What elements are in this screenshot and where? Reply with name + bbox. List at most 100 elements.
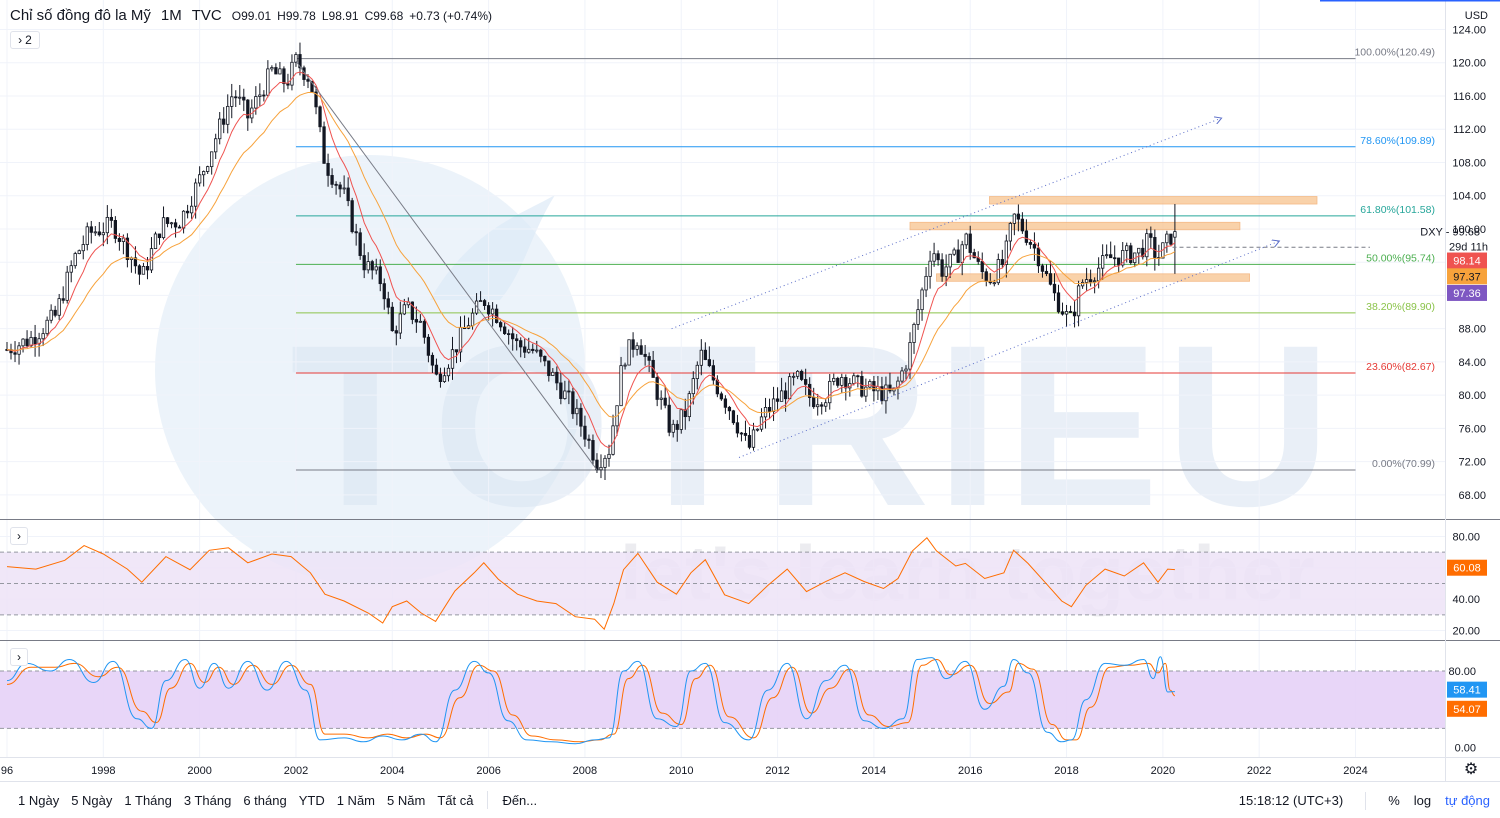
countdown-label: 29d 11h bbox=[1449, 241, 1488, 253]
resistance-zone bbox=[989, 196, 1318, 205]
candle-down bbox=[354, 231, 358, 234]
chart-canvas[interactable]: TOTRIEUlet's learn together 100.00%(120.… bbox=[0, 0, 1500, 781]
settings-gear-icon[interactable]: ⚙ bbox=[1463, 761, 1479, 778]
high-value: 99.78 bbox=[285, 9, 316, 23]
candle-up bbox=[992, 282, 996, 285]
candle-down bbox=[844, 377, 848, 389]
candle-down bbox=[1113, 257, 1117, 260]
candle-down bbox=[133, 257, 138, 267]
candle-up bbox=[884, 384, 888, 402]
candle-up bbox=[230, 96, 234, 107]
rsi-tick-label: 40.00 bbox=[1452, 594, 1480, 606]
goto-date-button[interactable]: Đến... bbox=[502, 792, 538, 808]
candle-down bbox=[747, 435, 752, 448]
candle-down bbox=[675, 423, 679, 430]
candle-down bbox=[1036, 247, 1041, 267]
log-scale-toggle[interactable]: log bbox=[1413, 793, 1432, 808]
time-tick-label: 2016 bbox=[958, 765, 982, 777]
candle-down bbox=[587, 438, 591, 441]
percent-scale-toggle[interactable]: % bbox=[1388, 793, 1400, 808]
time-tick-label: 96 bbox=[1, 765, 13, 777]
range-ytd[interactable]: YTD bbox=[298, 792, 325, 808]
rsi-tick-label: 80.00 bbox=[1452, 532, 1480, 544]
candle-down bbox=[454, 349, 459, 353]
candle-down bbox=[157, 233, 162, 239]
auto-scale-toggle[interactable]: tự động bbox=[1445, 793, 1490, 808]
candle-down bbox=[707, 359, 711, 367]
time-tick-label: 1998 bbox=[91, 765, 115, 777]
chevron-right-icon: › bbox=[17, 650, 21, 664]
candle-down bbox=[350, 200, 354, 233]
candle-down bbox=[511, 333, 515, 340]
range-3m[interactable]: 3 Tháng bbox=[183, 792, 232, 808]
candle-down bbox=[13, 352, 17, 355]
candle-down bbox=[571, 391, 575, 415]
candle-up bbox=[900, 370, 904, 382]
bottom-toolbar: 1 Ngày 5 Ngày 1 Tháng 3 Tháng 6 tháng YT… bbox=[0, 781, 1500, 818]
price-tick-label: 88.00 bbox=[1458, 324, 1486, 336]
trend-lines bbox=[295, 60, 1370, 471]
candle-up bbox=[258, 94, 262, 97]
candle-up bbox=[599, 466, 603, 471]
candle-down bbox=[667, 404, 671, 433]
high-key: H bbox=[277, 9, 286, 23]
candle-down bbox=[262, 94, 266, 97]
time-axis[interactable]: 96 1998 2000 2002 2004 2006 2008 2010 2012 2014 20… bbox=[1, 765, 1368, 777]
indicators-toggle-button[interactable]: › 2 bbox=[10, 31, 40, 49]
candle-up bbox=[1165, 233, 1169, 244]
candle-up bbox=[290, 61, 294, 86]
toolbar-right: 15:18:12 (UTC+3) % log tự động bbox=[1239, 782, 1490, 818]
range-1d[interactable]: 1 Ngày bbox=[18, 792, 60, 808]
pane-separators bbox=[0, 0, 1500, 781]
stoch-k-badge: 58.41 bbox=[1453, 685, 1481, 697]
price-axis[interactable]: USD 124.00 120.00 116.00 112.00 108.00 104.00 1… bbox=[1448, 10, 1488, 755]
candle-up bbox=[952, 249, 956, 255]
clock-label[interactable]: 15:18:12 (UTC+3) bbox=[1238, 793, 1344, 808]
candle-up bbox=[450, 349, 455, 369]
stoch-collapse-button[interactable]: › bbox=[10, 648, 28, 666]
time-tick-label: 2020 bbox=[1151, 765, 1175, 777]
resistance-zone bbox=[936, 273, 1250, 282]
change-value: +0.73 (+0.74%) bbox=[409, 9, 492, 23]
rsi-collapse-button[interactable]: › bbox=[10, 527, 28, 545]
candle-down bbox=[177, 226, 182, 229]
candle-down bbox=[338, 184, 342, 190]
candle-down bbox=[936, 253, 940, 261]
candle-down bbox=[282, 68, 286, 85]
candle-down bbox=[703, 349, 707, 360]
range-all[interactable]: Tất cả bbox=[437, 792, 474, 808]
price-tick-label: 116.00 bbox=[1453, 91, 1486, 103]
candle-down bbox=[972, 252, 976, 259]
candle-up bbox=[924, 275, 928, 291]
range-1m[interactable]: 1 Tháng bbox=[124, 792, 172, 808]
candle-up bbox=[21, 338, 25, 347]
candle-up bbox=[1012, 213, 1017, 224]
price-tick-label: 104.00 bbox=[1452, 191, 1486, 203]
candle-down bbox=[539, 349, 543, 357]
candle-up bbox=[161, 217, 166, 239]
candle-down bbox=[1048, 273, 1053, 285]
range-1y[interactable]: 1 Năm bbox=[336, 792, 376, 808]
interval-label: 1M bbox=[160, 7, 182, 24]
candle-down bbox=[422, 320, 427, 338]
candle-up bbox=[840, 377, 844, 386]
candle-down bbox=[984, 271, 988, 282]
time-tick-label: 2018 bbox=[1054, 765, 1078, 777]
candle-down bbox=[426, 336, 431, 356]
candle-down bbox=[242, 96, 246, 101]
candle-down bbox=[390, 306, 394, 332]
price-tick-label: 108.00 bbox=[1452, 157, 1486, 169]
candle-up bbox=[755, 428, 760, 431]
range-6m[interactable]: 6 tháng bbox=[243, 792, 287, 808]
candle-down bbox=[547, 360, 551, 376]
symbol-title[interactable]: Chỉ số đồng đô la Mỹ bbox=[10, 7, 151, 24]
price-tick-label: 80.00 bbox=[1458, 390, 1486, 402]
range-5y[interactable]: 5 Năm bbox=[387, 792, 426, 808]
candle-down bbox=[583, 425, 587, 440]
moving-average-line bbox=[6, 91, 1176, 418]
candle-down bbox=[1088, 279, 1093, 283]
candle-up bbox=[93, 231, 97, 234]
range-5d[interactable]: 5 Ngày bbox=[71, 792, 113, 808]
candle-down bbox=[503, 326, 507, 335]
candle-down bbox=[1028, 242, 1033, 245]
